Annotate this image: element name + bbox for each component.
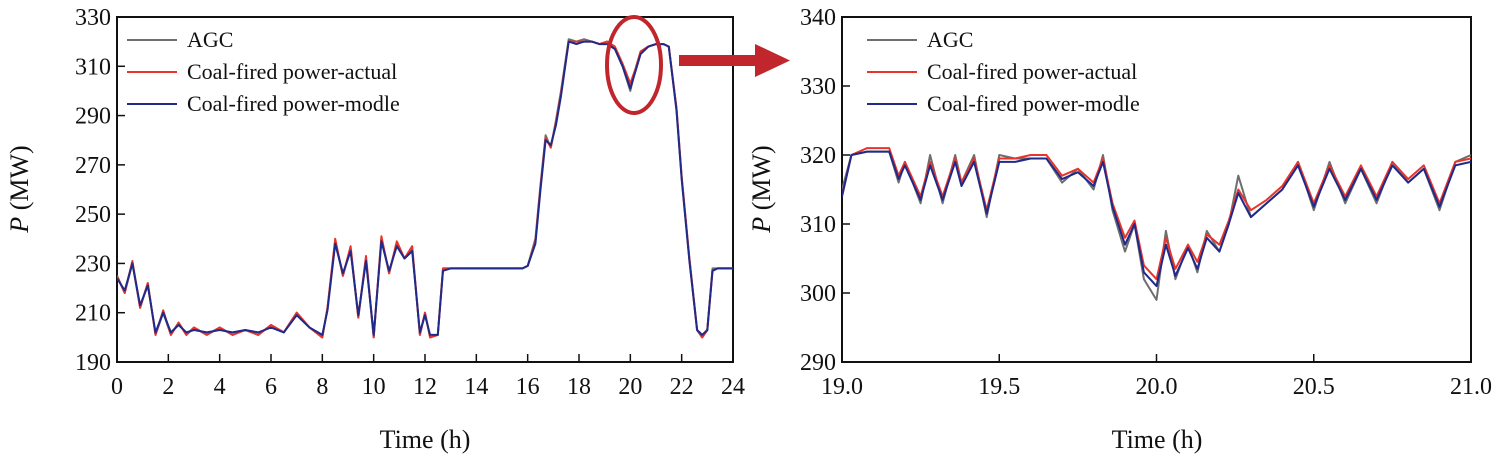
y-tick-label: 290 [800, 350, 836, 376]
y-tick-label: 190 [75, 350, 111, 376]
y-tick-label: 310 [75, 54, 111, 80]
actual-series-line [117, 40, 733, 339]
y-tick-label: 270 [75, 153, 111, 179]
x-tick-label: 6 [265, 374, 277, 400]
y-axis-title: P (MW) [5, 145, 34, 233]
y-tick-label: 330 [800, 74, 836, 100]
x-tick-label: 21.0 [1450, 374, 1492, 400]
full-day-chart: 0 2 4 6 8 10 12 14 16 18 20 22 241902102302502702903… [5, 5, 745, 454]
x-tick-label: 2 [162, 374, 174, 400]
x-tick-label: 19.5 [978, 374, 1020, 400]
x-tick-label: 24 [721, 374, 745, 400]
zoom-arrow-head [755, 44, 790, 77]
legend-label: Coal-fired power-actual [187, 59, 397, 84]
y-tick-label: 250 [75, 202, 111, 228]
zoom-chart: 19.0 19.5 20.0 20.5 21.0 290 300 310 320 330 340 T… [747, 5, 1492, 454]
zoom-arrow-shaft [679, 55, 757, 66]
x-axis-title: Time (h) [380, 425, 471, 454]
legend: AGC Coal-fired power-actual Coal-fired pow… [867, 27, 1140, 116]
x-tick-label: 14 [464, 374, 488, 400]
legend-label: Coal-fired power-actual [927, 59, 1137, 84]
y-tick-label: 210 [75, 301, 111, 327]
zoom-highlight-ellipse [605, 15, 663, 115]
x-tick-label: 0 [111, 374, 123, 400]
legend-label: Coal-fired power-modle [187, 91, 400, 116]
y-tick-label: 290 [75, 104, 111, 130]
x-tick-label: 16 [516, 374, 540, 400]
model-series-line [117, 40, 733, 336]
x-axis-title: Time (h) [1112, 425, 1203, 454]
x-tick-label: 4 [214, 374, 226, 400]
y-axis-title: P (MW) [747, 145, 776, 233]
legend-label: Coal-fired power-modle [927, 91, 1140, 116]
y-tick-label: 320 [800, 143, 836, 169]
y-tick-label: 310 [800, 212, 836, 238]
y-tick-label: 330 [75, 5, 111, 31]
x-tick-label: 8 [316, 374, 328, 400]
agc-series-line [842, 150, 1471, 301]
actual-series-line [842, 147, 1471, 281]
y-tick-label: 230 [75, 251, 111, 277]
x-tick-label: 10 [362, 374, 386, 400]
y-tick-label: 340 [800, 5, 836, 31]
legend-label: AGC [927, 27, 973, 52]
x-tick-label: 19.0 [821, 374, 863, 400]
x-tick-label: 22 [670, 374, 694, 400]
y-tick-label: 300 [800, 281, 836, 307]
zoom-arrow [679, 44, 790, 77]
x-tick-label: 20.0 [1136, 374, 1178, 400]
legend-label: AGC [187, 27, 233, 52]
model-series-line [842, 150, 1471, 288]
x-tick-label: 20.5 [1293, 374, 1335, 400]
x-tick-label: 20 [618, 374, 642, 400]
x-tick-label: 12 [413, 374, 437, 400]
legend: AGC Coal-fired power-actual Coal-fired pow… [127, 27, 400, 116]
x-tick-label: 18 [567, 374, 591, 400]
